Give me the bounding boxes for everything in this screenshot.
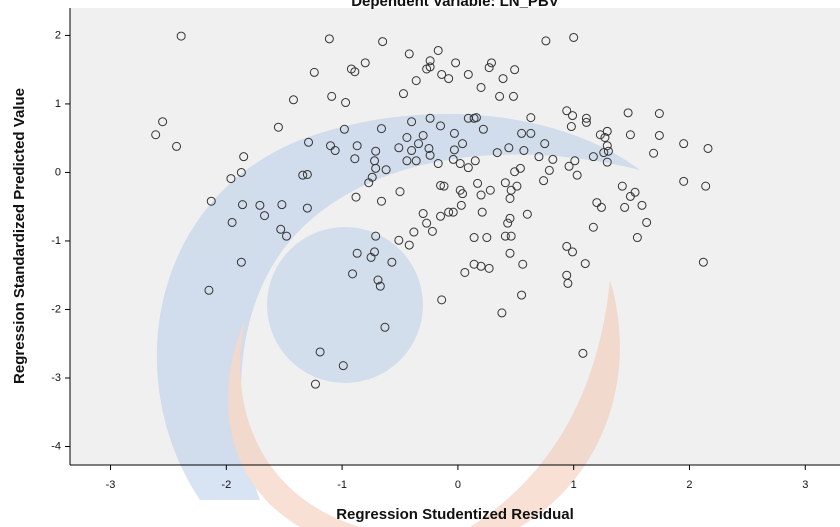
x-tick-label: 3 bbox=[802, 479, 808, 491]
y-axis-label: Regression Standardized Predicted Value bbox=[11, 88, 28, 384]
y-tick-label: -2 bbox=[51, 303, 61, 315]
page: {"chart_data": { "type": "scatter", "tit… bbox=[0, 0, 840, 527]
y-tick-label: -3 bbox=[51, 372, 61, 384]
x-tick-label: -3 bbox=[106, 479, 116, 491]
y-tick-label: 2 bbox=[55, 29, 61, 41]
x-tick-label: 1 bbox=[571, 479, 577, 491]
x-tick-label: -1 bbox=[337, 479, 347, 491]
y-tick-label: 0 bbox=[55, 166, 61, 178]
x-tick-label: 2 bbox=[686, 479, 692, 491]
chart-title: Dependent Variable: LN_PBV bbox=[351, 0, 559, 10]
y-tick-label: -4 bbox=[51, 440, 61, 452]
y-tick-label: -1 bbox=[51, 235, 61, 247]
x-axis-label: Regression Studentized Residual bbox=[336, 506, 574, 523]
x-tick-label: -2 bbox=[221, 479, 231, 491]
x-tick-label: 0 bbox=[455, 479, 461, 491]
y-tick-label: 1 bbox=[55, 98, 61, 110]
chart: Dependent Variable: LN_PBV Regression St… bbox=[0, 0, 840, 527]
